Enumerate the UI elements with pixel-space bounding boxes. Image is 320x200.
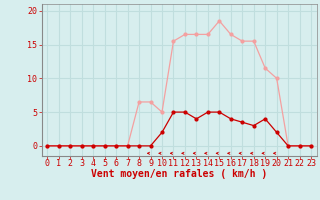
X-axis label: Vent moyen/en rafales ( km/h ): Vent moyen/en rafales ( km/h )	[91, 169, 267, 179]
